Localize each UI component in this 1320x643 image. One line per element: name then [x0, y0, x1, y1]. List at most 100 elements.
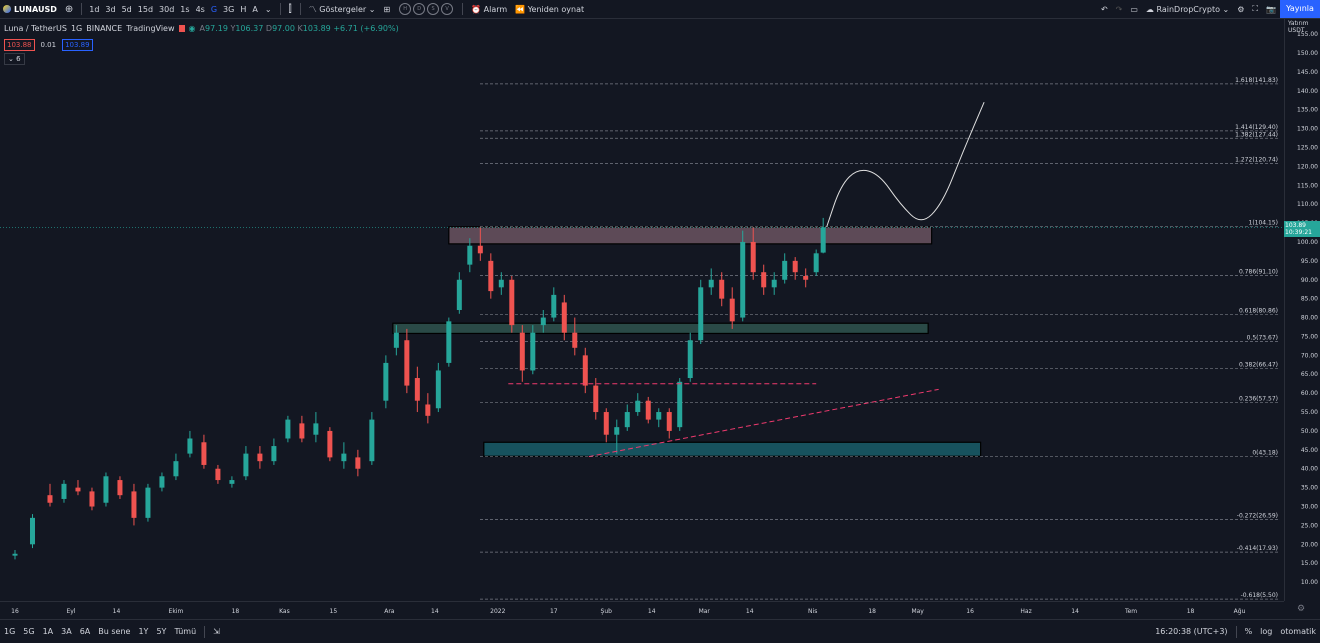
range-bu-sene[interactable]: Bu sene: [98, 627, 131, 636]
candle-body: [782, 260, 788, 280]
candle-body: [820, 227, 826, 253]
interval-dropdown-icon[interactable]: ⌄: [264, 4, 272, 14]
interval-5d[interactable]: 5d: [121, 4, 132, 14]
time-axis[interactable]: 16 Eyl 14 Ekim 18 Kas 15 Ara 14 2022 17 Şub 14 Mar 14 N…: [0, 601, 1284, 620]
dashed-trendline: [588, 388, 939, 458]
range-tümü[interactable]: Tümü: [174, 627, 197, 636]
candle-body: [215, 468, 221, 481]
candle-body: [313, 423, 319, 435]
interval-a[interactable]: A: [252, 4, 258, 14]
range-1y[interactable]: 1Y: [138, 627, 149, 636]
log-toggle[interactable]: log: [1260, 627, 1273, 636]
candle-body: [803, 275, 809, 280]
time-tick-label: Tem: [1124, 608, 1137, 615]
range-group: 1G 5G 1A 3A 6A Bu sene 1Y 5Y Tümü: [0, 627, 200, 636]
candle-body: [117, 480, 123, 496]
candle-body: [488, 260, 494, 292]
price-chart[interactable]: 1.618(141.83) 1.414(129.40)1.382(127.44) 1…: [0, 19, 1284, 601]
interval-3g[interactable]: 3G: [223, 4, 235, 14]
interval-4s[interactable]: 4s: [195, 4, 205, 14]
candle-body: [593, 385, 599, 413]
flag-icon[interactable]: [178, 25, 185, 32]
camera-icon[interactable]: 📷: [1266, 4, 1276, 14]
cloud-icon: ☁: [1145, 4, 1154, 14]
price-tick-label: 10.00: [1301, 579, 1318, 586]
bottom-toolbar: 1G 5G 1A 3A 6A Bu sene 1Y 5Y Tümü ⇲ 16:20:38 (UT…: [0, 619, 1320, 643]
fib-level-label: 1.618(141.83): [1235, 77, 1278, 84]
candle-body: [740, 241, 746, 318]
candle-body: [201, 442, 207, 465]
support-zone: [483, 441, 982, 457]
time-tick-label: Şub: [601, 608, 613, 615]
high-value: 106.37: [235, 24, 264, 33]
range-5g[interactable]: 5G: [23, 627, 35, 636]
price-tick-label: 80.00: [1301, 315, 1318, 322]
replay-label: Yeniden oynat: [527, 4, 585, 14]
candle-body: [173, 461, 179, 477]
interval-1s[interactable]: 1s: [180, 4, 190, 14]
range-5y[interactable]: 5Y: [156, 627, 167, 636]
alert-button[interactable]: ⏰ Alarm: [467, 5, 511, 14]
chart-legend: Luna / TetherUS 1G BINANCE TradingView ◉…: [4, 24, 399, 33]
user-menu[interactable]: ☁ RainDropCrypto ⌄: [1146, 5, 1229, 14]
change-value: +6.71 (+6.90%): [333, 24, 399, 33]
circle-icon-d[interactable]: D: [413, 3, 426, 15]
fullscreen-icon[interactable]: ⛶: [1252, 4, 1259, 13]
range-1a[interactable]: 1A: [42, 627, 54, 636]
spread-value: 0.01: [40, 41, 57, 49]
interval-1d[interactable]: 1d: [89, 4, 100, 14]
undo-icon[interactable]: ↶: [1100, 4, 1108, 14]
auto-toggle[interactable]: otomatik: [1280, 627, 1316, 636]
price-tick-label: 35.00: [1301, 485, 1318, 492]
templates-icon[interactable]: ⊞: [383, 4, 391, 14]
goto-date-icon[interactable]: ⇲: [213, 627, 220, 636]
circle-icon-v[interactable]: V: [441, 3, 454, 15]
redo-icon[interactable]: ↷: [1115, 4, 1123, 14]
candle-body: [89, 491, 95, 507]
clock-time[interactable]: 16:20:38 (UTC+3): [1155, 627, 1228, 636]
layout-icon[interactable]: ▭: [1130, 4, 1138, 14]
interval-30d[interactable]: 30d: [159, 4, 175, 14]
time-tick-label: 15: [330, 608, 338, 615]
last-price-value: 103.89: [1285, 222, 1306, 230]
price-axis[interactable]: 155.00 150.00 145.00 140.00 135.00 130.00 125.…: [1284, 19, 1320, 601]
fib-level-label: -0.272(26.59): [1237, 512, 1278, 519]
range-3a[interactable]: 3A: [61, 627, 72, 636]
percent-toggle[interactable]: %: [1244, 627, 1253, 636]
interval-h[interactable]: H: [240, 4, 247, 14]
publish-button[interactable]: Yayınla: [1280, 0, 1320, 18]
indicators-button[interactable]: 〽 Göstergeler ⌄: [305, 4, 380, 15]
fib-level-label: 0.618(80.86): [1239, 307, 1278, 314]
indicator-collapse-toggle[interactable]: ⌄ 6: [4, 53, 25, 65]
circle-icon-h[interactable]: H: [399, 3, 412, 15]
chart-type-icon[interactable]: ⫿: [288, 3, 292, 15]
candle-body: [159, 476, 165, 488]
range-6a[interactable]: 6A: [79, 627, 91, 636]
sell-price[interactable]: 103.88: [4, 39, 35, 51]
axis-settings-gear-icon[interactable]: ⚙: [1297, 604, 1306, 614]
circle-icon-s[interactable]: S: [427, 3, 440, 15]
symbol-search[interactable]: LUNAUSD: [0, 5, 61, 14]
legend-title: Luna / TetherUS: [4, 24, 67, 33]
candle-body: [446, 321, 452, 363]
time-tick-label: Ara: [384, 608, 395, 615]
chevron-down-icon: ⌄: [8, 55, 14, 63]
compare-icon[interactable]: ⊕: [64, 3, 74, 15]
interval-3d[interactable]: 3d: [105, 4, 116, 14]
candle-body: [750, 241, 756, 273]
interval-15d[interactable]: 15d: [137, 4, 154, 14]
axis-currency[interactable]: Yatırım USDT: [1288, 20, 1309, 34]
time-tick-label: May: [911, 608, 924, 615]
price-tick-label: 25.00: [1301, 522, 1318, 529]
settings-gear-icon[interactable]: ⚙: [1237, 4, 1245, 14]
buy-price[interactable]: 103.89: [62, 39, 93, 51]
price-tick-label: 95.00: [1301, 258, 1318, 265]
top-toolbar: LUNAUSD ⊕ 1d 3d 5d 15d 30d 1s 4s G 3G H A ⌄ ⫿ 〽 Gö…: [0, 0, 1320, 19]
resistance-zone: [448, 226, 933, 245]
replay-button[interactable]: ⏪ Yeniden oynat: [511, 5, 588, 14]
interval-g[interactable]: G: [210, 4, 218, 14]
price-tick-label: 100.00: [1297, 239, 1318, 246]
indicators-dropdown-icon: ⌄: [368, 4, 376, 14]
time-tick-label: 18: [868, 608, 876, 615]
range-1g[interactable]: 1G: [4, 627, 16, 636]
